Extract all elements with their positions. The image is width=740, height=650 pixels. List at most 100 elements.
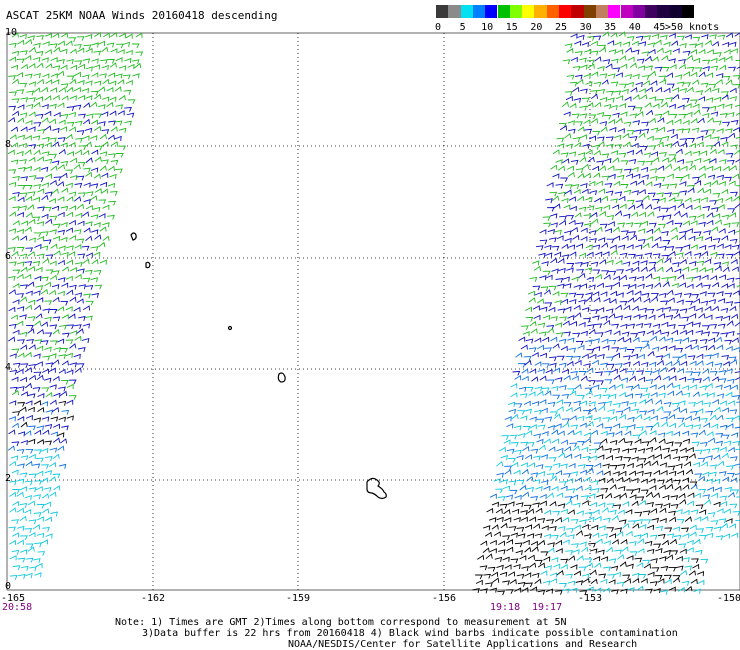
wind-barb xyxy=(698,48,706,55)
wind-barb xyxy=(116,152,124,158)
wind-barb xyxy=(610,150,619,156)
wind-barb xyxy=(510,558,519,564)
wind-barb xyxy=(625,222,634,228)
wind-barb xyxy=(531,572,540,578)
wind-barb xyxy=(631,166,639,172)
wind-barb xyxy=(117,110,125,116)
wind-barb xyxy=(632,336,640,343)
wind-barb xyxy=(555,332,564,338)
wind-barb xyxy=(539,500,547,506)
wind-barb xyxy=(701,461,709,467)
wind-barb xyxy=(686,539,694,546)
wind-barb xyxy=(605,143,614,149)
wind-barb xyxy=(598,165,607,171)
wind-barb xyxy=(551,245,560,251)
lon-label: -165 xyxy=(0,593,26,604)
wind-barb xyxy=(650,415,658,421)
wind-barb xyxy=(601,242,609,248)
wind-barb xyxy=(564,184,573,190)
wind-barb xyxy=(713,213,721,219)
wind-barb xyxy=(615,410,624,416)
wind-barb xyxy=(647,350,655,357)
wind-barb xyxy=(583,318,592,323)
wind-barb xyxy=(597,136,605,142)
wind-barb xyxy=(629,551,638,556)
wind-barb xyxy=(657,117,665,123)
wind-barb xyxy=(734,426,740,429)
wind-barb xyxy=(20,63,29,70)
wind-barb xyxy=(631,142,639,148)
wind-barb xyxy=(17,386,25,392)
wind-barb xyxy=(581,573,590,579)
wind-barb xyxy=(555,277,564,283)
wind-barb xyxy=(679,181,687,187)
wind-barb xyxy=(83,44,92,50)
wind-barb xyxy=(503,439,511,445)
wind-barb xyxy=(544,390,552,396)
wind-barb xyxy=(652,492,661,498)
wind-barb xyxy=(597,549,605,555)
wind-barb xyxy=(658,197,666,203)
wind-barb xyxy=(645,65,653,71)
wind-barb xyxy=(572,137,581,143)
wind-barb xyxy=(27,546,35,552)
wind-barb xyxy=(710,251,718,258)
wind-barb xyxy=(642,343,650,350)
wind-barb xyxy=(102,235,110,242)
wind-barb xyxy=(67,151,75,157)
wind-barb xyxy=(16,293,24,298)
wind-barb xyxy=(663,402,672,408)
wind-barb xyxy=(608,173,616,179)
wind-barb xyxy=(500,455,508,461)
wind-barb xyxy=(588,114,597,120)
wind-barb xyxy=(614,144,623,150)
wind-barb xyxy=(626,462,634,469)
wind-barb xyxy=(693,424,702,430)
wind-barb xyxy=(11,50,20,56)
wind-barb xyxy=(596,445,604,451)
wind-barb xyxy=(678,422,686,428)
wind-barb xyxy=(619,83,628,89)
wind-barb xyxy=(716,393,725,399)
wind-barb xyxy=(538,444,546,451)
wind-barb xyxy=(628,276,637,282)
wind-barb xyxy=(7,445,15,451)
wind-barb xyxy=(78,113,86,119)
wind-barb xyxy=(616,174,625,180)
wind-barb xyxy=(605,63,613,69)
wind-barb xyxy=(9,369,18,375)
wind-barb xyxy=(551,485,559,492)
wind-barb xyxy=(90,183,99,189)
wind-barb xyxy=(521,325,529,331)
wind-barb xyxy=(82,305,91,311)
wind-barb xyxy=(588,230,597,236)
wind-barb xyxy=(613,494,621,500)
wind-barb xyxy=(657,176,666,182)
wind-barb xyxy=(122,41,131,47)
wind-barb xyxy=(41,117,49,123)
wind-barb xyxy=(610,565,619,571)
legend-swatch xyxy=(632,5,646,18)
wind-barb xyxy=(582,410,591,415)
wind-barb xyxy=(649,484,657,491)
wind-barb xyxy=(673,479,681,485)
wind-barb xyxy=(91,42,99,48)
wind-barb xyxy=(90,246,99,252)
wind-barb xyxy=(550,222,558,228)
wind-barb xyxy=(44,110,52,117)
wind-barb xyxy=(66,383,74,390)
wind-barb xyxy=(50,56,58,63)
wind-barb xyxy=(8,526,16,532)
wind-barb xyxy=(41,508,50,514)
wind-barb xyxy=(660,345,668,351)
wind-barb xyxy=(657,533,666,539)
wind-barb xyxy=(106,86,114,93)
wind-barb xyxy=(665,361,673,367)
wind-barb xyxy=(533,523,541,529)
wind-barb xyxy=(609,509,617,515)
wind-barb xyxy=(702,325,710,330)
wind-barb xyxy=(65,133,73,140)
wind-barb xyxy=(581,353,589,359)
wind-barb xyxy=(567,509,575,515)
wind-barb xyxy=(506,539,514,545)
